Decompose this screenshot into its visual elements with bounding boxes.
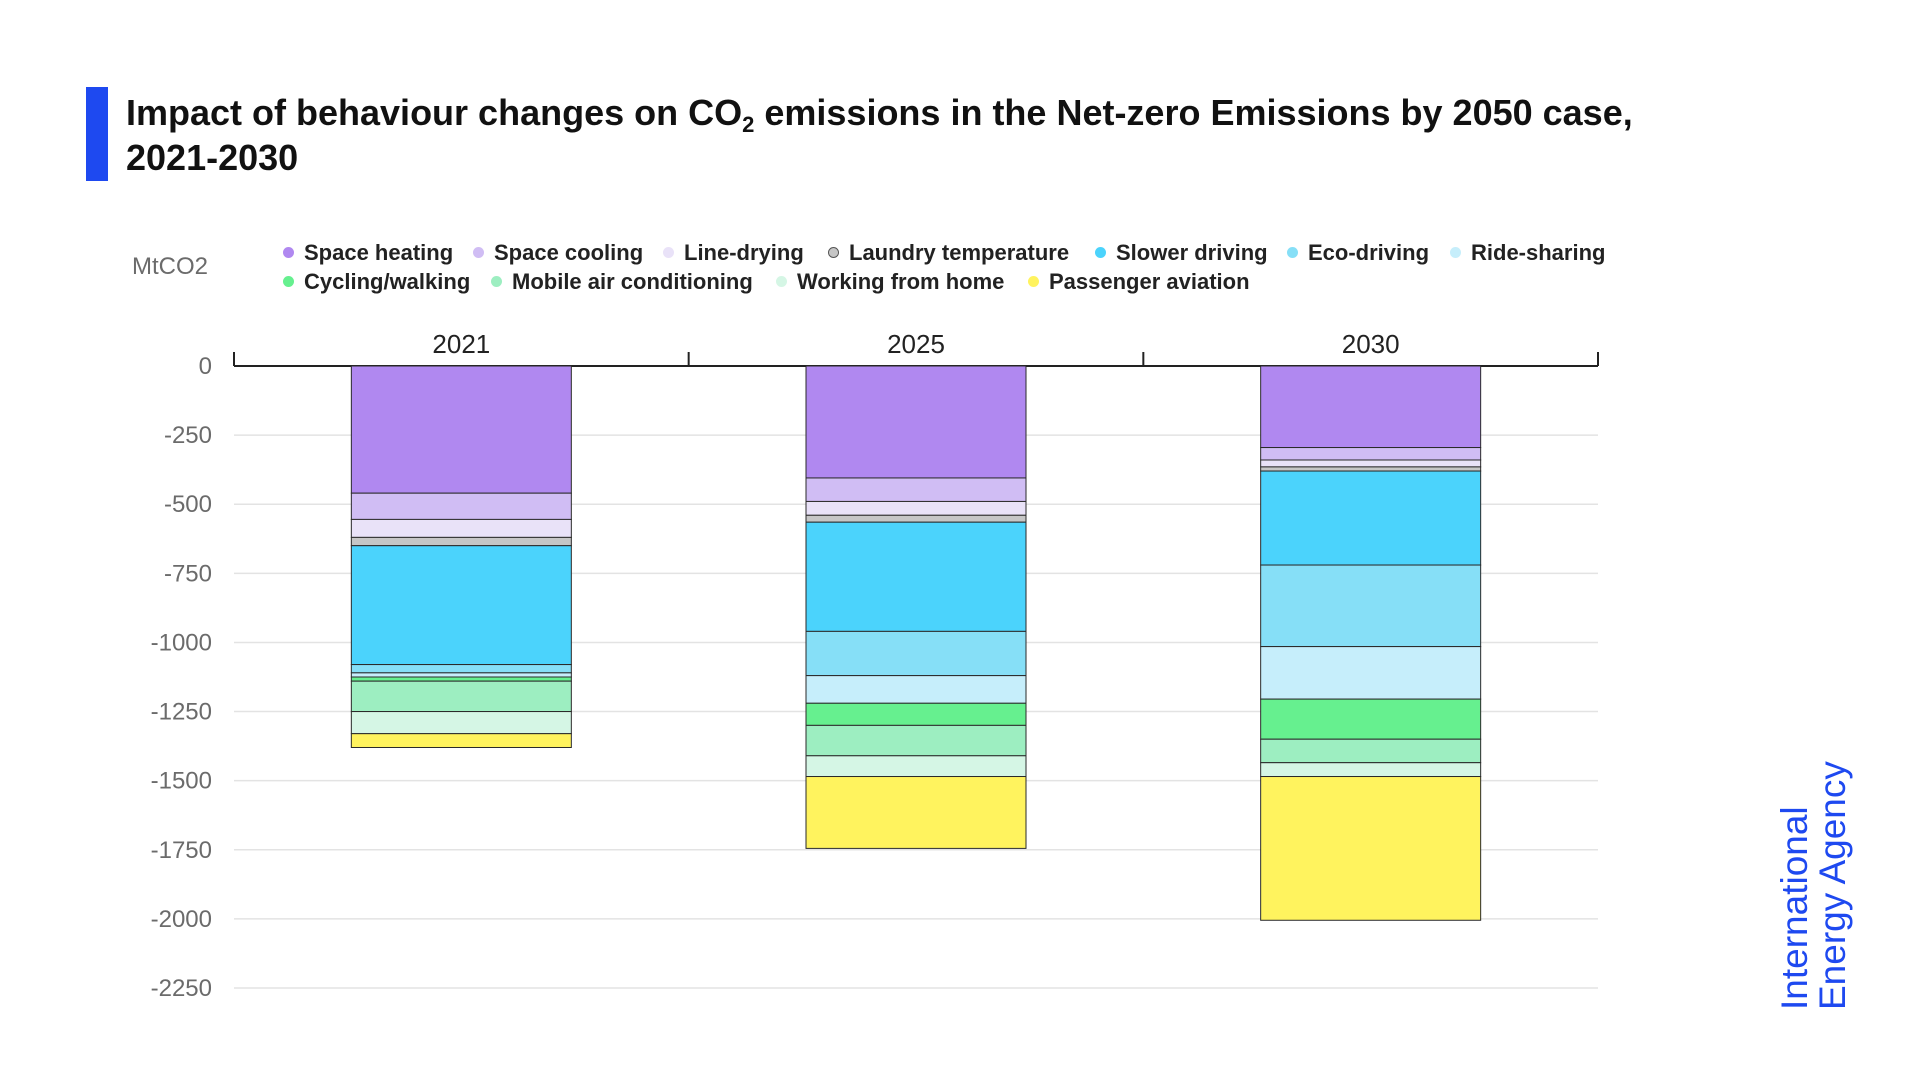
legend-item: Space heating — [283, 240, 453, 266]
legend-label: Laundry temperature — [849, 240, 1070, 265]
bar-segment — [1260, 470, 1482, 566]
bar-segment — [350, 676, 572, 682]
legend-item: Mobile air conditioning — [491, 269, 753, 295]
chart-title: Impact of behaviour changes on CO2 emiss… — [126, 90, 1726, 180]
bar-segment — [350, 492, 572, 520]
legend-label: Line-drying — [684, 240, 804, 265]
y-tick-label: -1250 — [151, 699, 212, 726]
bar-segment — [1260, 698, 1482, 740]
legend-swatch — [491, 276, 502, 287]
legend-swatch — [283, 247, 294, 258]
bar-segment — [1260, 646, 1482, 700]
legend-item: Laundry temperature — [828, 240, 1069, 266]
bar-segment — [350, 664, 572, 674]
bar-segment — [805, 755, 1027, 778]
bar-segment — [350, 365, 572, 494]
legend-label: Eco-driving — [1308, 240, 1430, 265]
legend-swatch — [1287, 247, 1298, 258]
legend-swatch — [1450, 247, 1461, 258]
bar-segment — [350, 536, 572, 547]
bar-segment — [350, 518, 572, 538]
legend-swatch — [1028, 276, 1039, 287]
y-tick-label: -1750 — [151, 837, 212, 864]
x-category-label: 2030 — [1342, 329, 1400, 359]
legend-item: Ride-sharing — [1450, 240, 1605, 266]
bar-segment — [350, 680, 572, 713]
bar-segment — [350, 672, 572, 678]
bar-segment — [805, 514, 1027, 523]
y-tick-label: -2000 — [151, 906, 212, 933]
bar-segment — [1260, 762, 1482, 778]
legend-label: Ride-sharing — [1471, 240, 1606, 265]
title-accent-bar — [86, 87, 108, 181]
legend-label: Working from home — [797, 269, 1005, 294]
y-axis-unit-label: MtCO2 — [132, 253, 209, 280]
bar-segment — [805, 702, 1027, 726]
title-part-2: emissions in the Net-zero Emissions by 2… — [754, 92, 1633, 133]
legend-label: Passenger aviation — [1049, 269, 1250, 294]
legend-label: Space cooling — [494, 240, 644, 265]
legend-label: Slower driving — [1116, 240, 1268, 265]
bar-segment — [805, 521, 1027, 632]
title-part-1: Impact of behaviour changes on CO — [126, 92, 743, 133]
legend-label: Cycling/walking — [304, 269, 471, 294]
iea-logo: International Energy Agency — [1774, 761, 1853, 1010]
x-category-label: 2025 — [887, 329, 945, 359]
bar-segment — [805, 365, 1027, 479]
y-tick-label: -1000 — [151, 629, 212, 656]
legend-item: Working from home — [776, 269, 1004, 295]
bar-segment — [805, 675, 1027, 704]
bar-segment — [805, 500, 1027, 516]
y-tick-label: 0 — [199, 353, 212, 380]
bar-segment — [1260, 564, 1482, 648]
legend-item: Space cooling — [473, 240, 643, 266]
bar-segment — [350, 545, 572, 666]
x-category-label: 2021 — [432, 329, 490, 359]
bar-segment — [1260, 466, 1482, 472]
bar-segment — [1260, 459, 1482, 468]
bar-segment — [805, 630, 1027, 677]
legend-item: Line-drying — [663, 240, 804, 266]
legend-swatch — [473, 247, 484, 258]
legend-swatch — [828, 247, 839, 258]
logo-line-2: Energy Agency — [1812, 761, 1853, 1010]
bar-segment — [805, 724, 1027, 757]
bar-segment — [805, 776, 1027, 849]
legend-item: Eco-driving — [1287, 240, 1429, 266]
y-tick-label: -2250 — [151, 975, 212, 1002]
title-subscript: 2 — [742, 112, 755, 137]
legend-item: Cycling/walking — [283, 269, 470, 295]
legend-label: Space heating — [304, 240, 454, 265]
legend-swatch — [663, 247, 674, 258]
bar-segment — [1260, 776, 1482, 921]
bar-segment — [805, 477, 1027, 502]
legend-swatch — [283, 276, 294, 287]
legend-item: Passenger aviation — [1028, 269, 1250, 295]
y-tick-label: -1500 — [151, 768, 212, 795]
bar-segment — [350, 711, 572, 735]
bar-segment — [350, 733, 572, 748]
legend-swatch — [776, 276, 787, 287]
legend-swatch — [1095, 247, 1106, 258]
y-tick-label: -500 — [164, 491, 212, 518]
legend-label: Mobile air conditioning — [512, 269, 753, 294]
bar-segment — [1260, 365, 1482, 449]
bar-segment — [1260, 738, 1482, 764]
legend-item: Slower driving — [1095, 240, 1268, 266]
logo-line-1: International — [1774, 806, 1815, 1010]
y-tick-label: -250 — [164, 422, 212, 449]
title-line-2: 2021-2030 — [126, 137, 299, 178]
bar-segment — [1260, 447, 1482, 461]
y-tick-label: -750 — [164, 560, 212, 587]
